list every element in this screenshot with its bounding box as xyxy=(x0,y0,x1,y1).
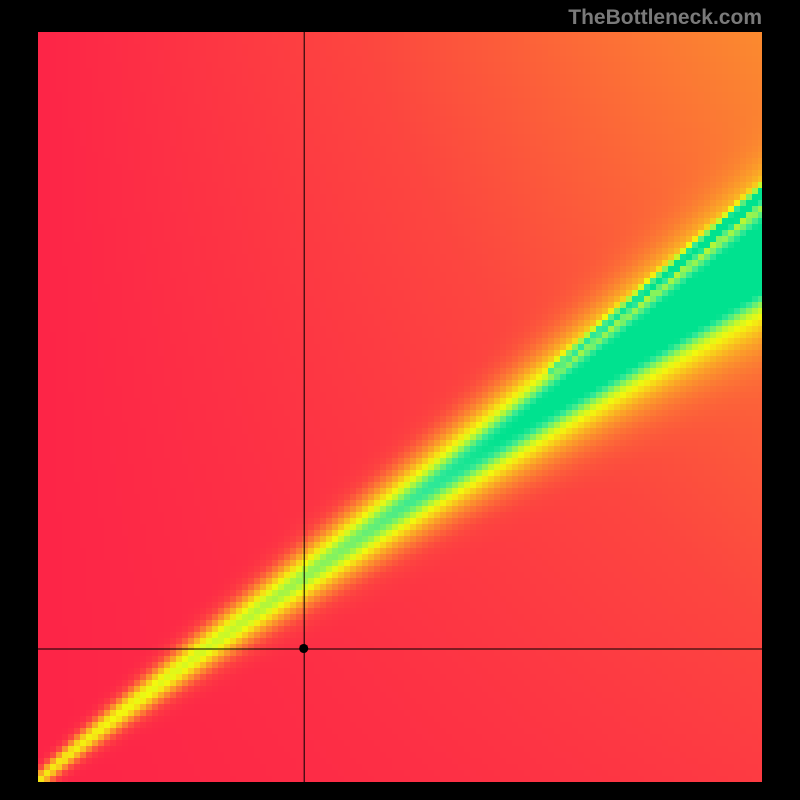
page-root: TheBottleneck.com xyxy=(0,0,800,800)
watermark-text: TheBottleneck.com xyxy=(568,6,762,30)
heatmap-canvas xyxy=(38,32,762,782)
heatmap-chart xyxy=(38,32,762,782)
